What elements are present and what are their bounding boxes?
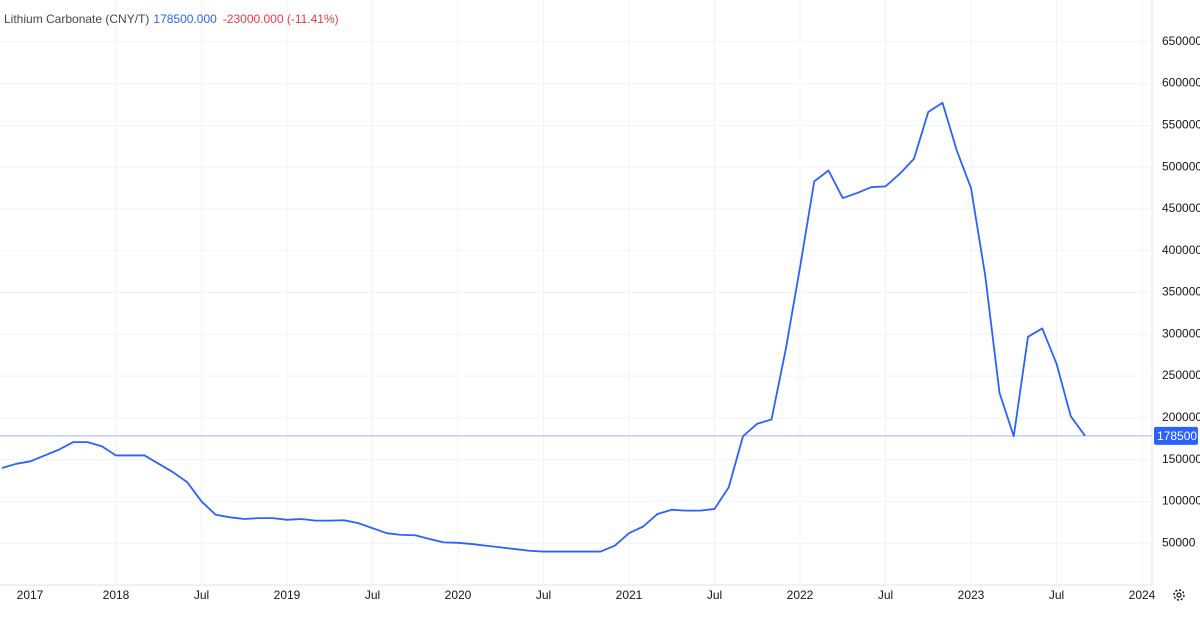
x-tick-label: Jul xyxy=(707,588,722,602)
x-tick-label: 2024 xyxy=(1129,588,1156,602)
y-tick-label: 550000 xyxy=(1162,118,1200,132)
y-tick-label: 300000 xyxy=(1162,326,1200,340)
x-tick-label: 2022 xyxy=(787,588,814,602)
last-price: 178500.000 xyxy=(153,12,217,26)
x-tick-label: 2020 xyxy=(445,588,472,602)
x-tick-label: Jul xyxy=(1049,588,1064,602)
plot xyxy=(0,101,1152,553)
price-change: -23000.000 (-11.41%) xyxy=(223,12,339,26)
x-tick-label: 2019 xyxy=(274,588,301,602)
x-tick-label: 2021 xyxy=(616,588,643,602)
y-tick-label: 350000 xyxy=(1162,285,1200,299)
x-tick-label: Jul xyxy=(536,588,551,602)
x-tick-label: 2023 xyxy=(958,588,985,602)
chart-title: Lithium Carbonate (CNY/T) xyxy=(4,12,149,26)
x-tick-label: Jul xyxy=(878,588,893,602)
last-price-label: 178500 xyxy=(1157,429,1197,443)
y-tick-label: 400000 xyxy=(1162,243,1200,257)
price-line xyxy=(1,101,1086,553)
y-tick-label: 200000 xyxy=(1162,410,1200,424)
y-tick-label: 50000 xyxy=(1162,535,1196,549)
y-tick-label: 100000 xyxy=(1162,494,1200,508)
settings-icon[interactable] xyxy=(1173,589,1185,601)
x-tick-label: 2018 xyxy=(103,588,130,602)
y-tick-label: 500000 xyxy=(1162,159,1200,173)
last-price-badge xyxy=(1154,426,1198,445)
x-tick-label: 2017 xyxy=(17,588,44,602)
x-tick-label: Jul xyxy=(365,588,380,602)
y-tick-label: 250000 xyxy=(1162,368,1200,382)
x-tick-label: Jul xyxy=(194,588,209,602)
y-tick-label: 150000 xyxy=(1162,452,1200,466)
y-tick-label: 450000 xyxy=(1162,201,1200,215)
y-tick-label: 650000 xyxy=(1162,34,1200,48)
y-tick-label: 600000 xyxy=(1162,76,1200,90)
grid xyxy=(0,0,1152,585)
